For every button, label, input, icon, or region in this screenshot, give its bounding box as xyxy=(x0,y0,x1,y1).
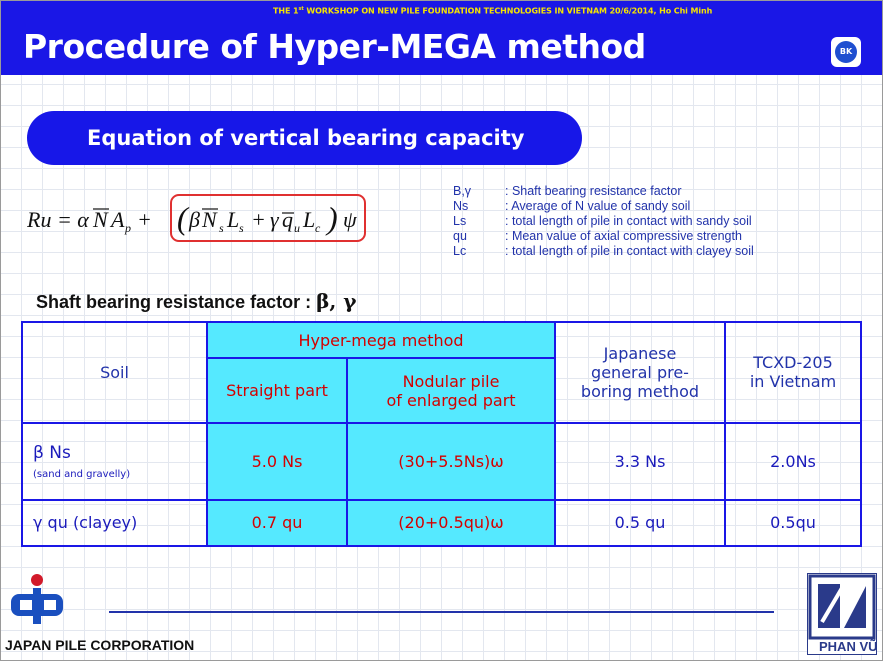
symbol-definitions: B,γ: Shaft bearing resistance factor Ns:… xyxy=(453,184,754,259)
row-sand-label: β Ns (sand and gravelly) xyxy=(21,421,208,501)
cell-clay-straight: 0.7 qu xyxy=(206,498,348,548)
header-japanese: Japanese general pre-boring method xyxy=(554,321,726,424)
workshop-caption: THE 1st WORKSHOP ON NEW PILE FOUNDATION … xyxy=(273,6,713,16)
definition-row: qu: Mean value of axial compressive stre… xyxy=(453,229,742,243)
cell-clay-tcxd: 0.5qu xyxy=(724,498,862,548)
header-hyper-mega: Hyper-mega method xyxy=(206,320,556,360)
svg-text:c: c xyxy=(315,221,321,235)
cell-sand-nodular: (30+5.5Ns)ω xyxy=(346,421,556,501)
japan-pile-logo-icon xyxy=(11,574,63,624)
svg-text:+: + xyxy=(251,207,266,232)
japan-pile-company-name: JAPAN PILE CORPORATION xyxy=(5,637,195,653)
svg-text:): ) xyxy=(325,200,338,236)
section-heading-button: Equation of vertical bearing capacity xyxy=(27,111,582,165)
svg-text:Ru = α: Ru = α xyxy=(27,207,89,232)
svg-text:L: L xyxy=(302,207,315,232)
cell-clay-japanese: 0.5 qu xyxy=(554,498,726,548)
svg-text:β: β xyxy=(188,207,200,232)
cell-sand-tcxd: 2.0Ns xyxy=(724,421,862,501)
row-clay-label: γ qu (clayey) xyxy=(21,498,208,548)
header-tcxd: TCXD-205 in Vietnam xyxy=(724,321,862,424)
svg-text:s: s xyxy=(219,221,224,235)
page-title: Procedure of Hyper-MEGA method xyxy=(23,27,646,66)
phan-vu-logo-icon xyxy=(807,573,877,655)
svg-text:s: s xyxy=(239,221,244,235)
bk-logo-text: BK xyxy=(835,41,857,63)
header-soil: Soil xyxy=(21,321,208,424)
footer-divider xyxy=(109,611,774,613)
cell-sand-straight: 5.0 Ns xyxy=(206,421,348,501)
definition-row: Lc: total length of pile in contact with… xyxy=(453,244,754,258)
header-straight-part: Straight part xyxy=(206,357,348,424)
svg-text:p: p xyxy=(124,221,131,235)
bearing-capacity-equation: Ru = α N A p + ( β N s L s + γ q u L c )… xyxy=(27,189,407,249)
cell-clay-nodular: (20+0.5qu)ω xyxy=(346,498,556,548)
svg-text:N: N xyxy=(92,207,109,232)
svg-text:A: A xyxy=(109,207,125,232)
definition-row: B,γ: Shaft bearing resistance factor xyxy=(453,184,682,198)
svg-text:L: L xyxy=(226,207,239,232)
resistance-factor-table: Soil Hyper-mega method Japanese general p… xyxy=(21,320,862,548)
header-bar: THE 1st WORKSHOP ON NEW PILE FOUNDATION … xyxy=(1,1,882,75)
svg-text:ψ: ψ xyxy=(343,207,357,232)
svg-text:(: ( xyxy=(177,200,190,236)
header-nodular: Nodular pile of enlarged part xyxy=(346,357,556,424)
phan-vu-company-name: PHAN VŨ xyxy=(819,639,878,654)
equation-graphic: Ru = α N A p + ( β N s L s + γ q u L c )… xyxy=(27,194,366,242)
svg-text:N: N xyxy=(201,207,218,232)
shaft-factor-heading: Shaft bearing resistance factor : β, γ xyxy=(36,289,357,313)
svg-text:γ: γ xyxy=(270,207,280,232)
definition-row: Ls: total length of pile in contact with… xyxy=(453,214,752,228)
cell-sand-japanese: 3.3 Ns xyxy=(554,421,726,501)
svg-text:u: u xyxy=(294,221,300,235)
definition-row: Ns: Average of N value of sandy soil xyxy=(453,199,691,213)
svg-text:q: q xyxy=(282,207,293,232)
bk-logo: BK xyxy=(831,37,861,67)
svg-text:+: + xyxy=(137,207,152,232)
